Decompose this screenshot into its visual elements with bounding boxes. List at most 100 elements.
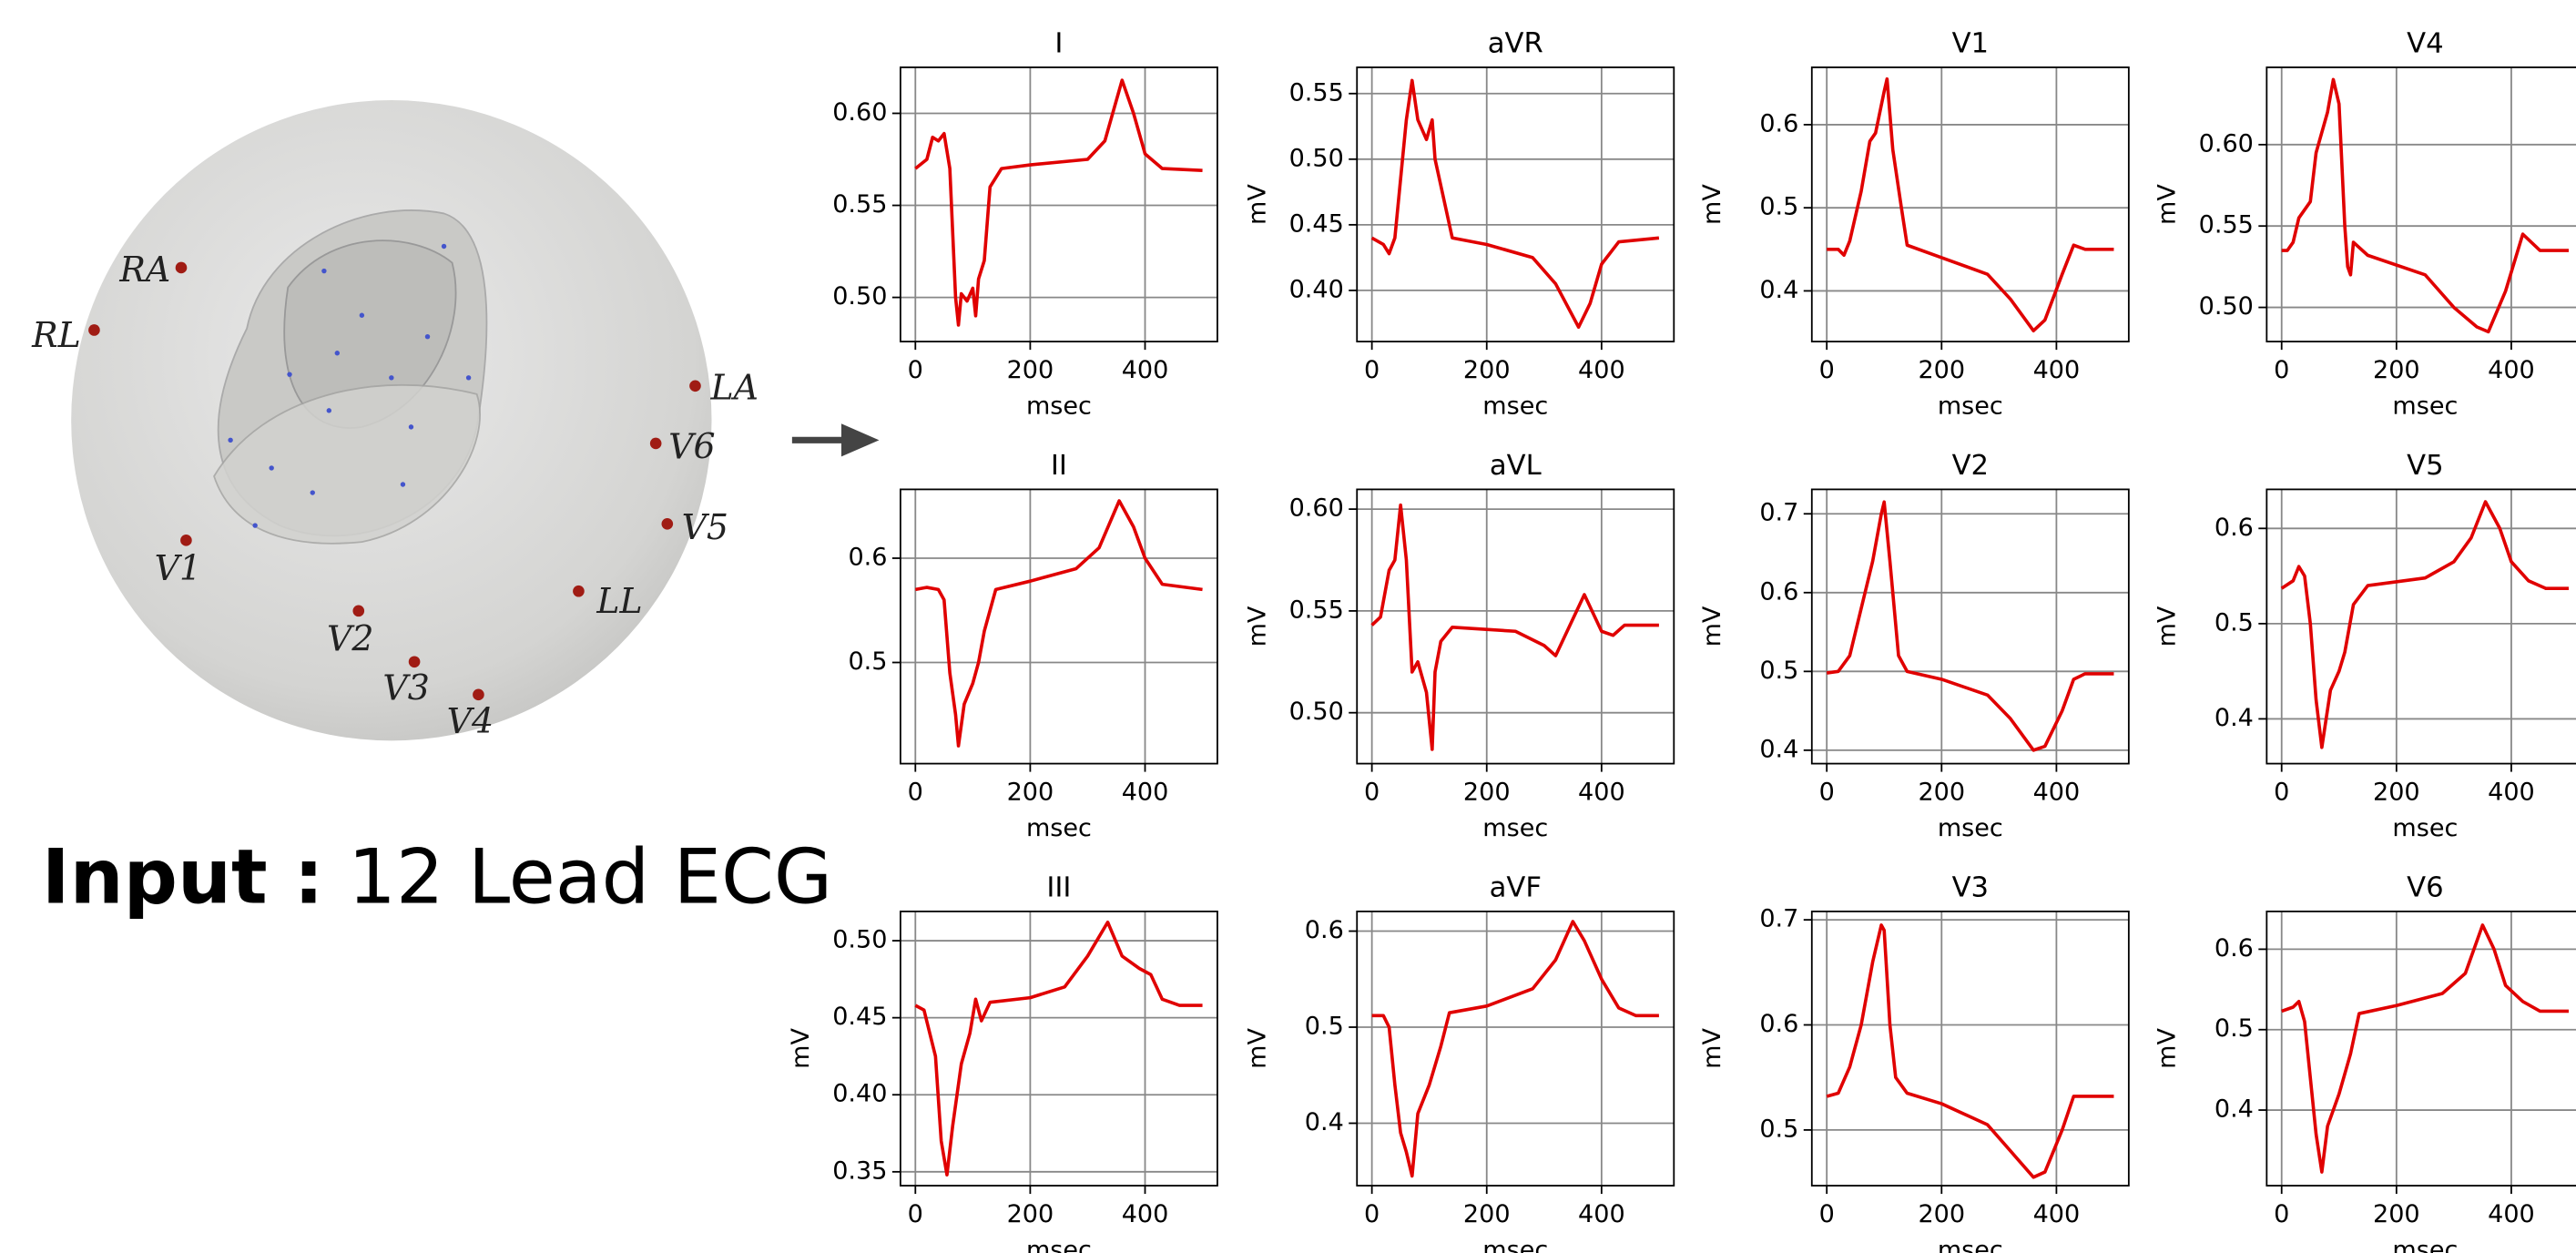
chart: 0 200 400 0.4 0.5 0.6 aVF msec mV	[1244, 872, 1675, 1253]
arrow	[791, 423, 880, 457]
x-tick-label: 200	[1007, 779, 1054, 807]
ecg-line	[1826, 500, 2114, 752]
x-tick-label: 0	[2274, 779, 2289, 807]
electrode-dot	[408, 656, 421, 668]
chart-title: V5	[2407, 450, 2443, 482]
x-tick-label: 0	[1364, 779, 1380, 807]
ecg-line	[914, 78, 1203, 327]
plot-area	[2266, 66, 2576, 342]
y-tick-label: 0.50	[832, 926, 887, 954]
heart-shape	[283, 239, 457, 429]
electrode-dot	[649, 437, 662, 450]
chart-title: aVL	[1490, 450, 1542, 482]
plot-frame	[899, 488, 1218, 765]
y-tick-label: 0.55	[832, 190, 887, 219]
chart-title: V4	[2407, 28, 2443, 60]
x-tick-label: 400	[1122, 1200, 1169, 1228]
chart-title: aVF	[1490, 872, 1542, 904]
electrode-dot	[473, 688, 484, 701]
x-tick-label: 200	[2373, 1200, 2420, 1228]
y-axis-label: mV	[787, 1028, 815, 1069]
x-axis-label: msec	[1026, 814, 1092, 842]
y-tick-label: 0.4	[1759, 735, 1798, 763]
chart: 0 200 400 0.4 0.5 0.6 0.7 V2 msec mV	[1698, 450, 2130, 842]
electrode-label: LA	[710, 368, 759, 408]
y-tick-label: 0.40	[832, 1080, 887, 1108]
x-tick-label: 400	[1578, 356, 1625, 384]
y-tick-label: 0.5	[1759, 1115, 1798, 1143]
y-tick-label: 0.45	[1289, 209, 1344, 238]
x-tick-label: 400	[2488, 356, 2535, 384]
x-axis-label: msec	[1482, 392, 1548, 421]
y-tick-label: 0.6	[1759, 1010, 1798, 1038]
y-tick-label: 0.50	[2199, 292, 2254, 321]
plot-frame	[1810, 910, 2130, 1187]
plot-frame	[1810, 66, 2130, 343]
y-tick-label: 0.5	[848, 647, 887, 676]
plot-area	[1357, 911, 1675, 1187]
chart-title: I	[1054, 28, 1063, 60]
y-tick-label: 0.6	[1305, 916, 1344, 944]
chart: 0 200 400 0.5 0.6 0.7 V3 msec mV	[1698, 872, 2130, 1253]
x-axis-label: msec	[1026, 392, 1092, 421]
x-axis-label: msec	[2392, 392, 2458, 421]
y-tick-label: 0.50	[1289, 144, 1344, 172]
y-tick-label: 0.50	[832, 282, 887, 311]
y-axis-label: mV	[1698, 1028, 1726, 1069]
chart: 0 200 400 0.35 0.40 0.45 0.50 III msec mV	[787, 872, 1218, 1253]
electrode-dot	[661, 517, 674, 530]
x-tick-label: 0	[908, 356, 923, 384]
caption: Input : 12 Lead ECG	[42, 832, 832, 921]
chart-title: V1	[1952, 28, 1989, 60]
x-tick-label: 200	[1918, 1200, 1965, 1228]
ecg-line	[1370, 503, 1659, 751]
y-tick-label: 0.5	[1305, 1013, 1344, 1041]
chart-title: aVR	[1488, 28, 1543, 60]
x-axis-label: msec	[1938, 1237, 2003, 1253]
plot-frame	[1356, 66, 1675, 343]
y-tick-label: 0.40	[1289, 275, 1344, 303]
plot-frame	[2265, 488, 2576, 765]
electrode-dot	[352, 605, 365, 617]
x-tick-label: 200	[2373, 779, 2420, 807]
y-tick-label: 0.45	[832, 1003, 887, 1031]
ecg-line	[914, 920, 1203, 1177]
y-axis-label: mV	[2153, 184, 2182, 225]
x-tick-label: 400	[2488, 779, 2535, 807]
y-tick-label: 0.5	[1759, 657, 1798, 685]
electrode-dot	[180, 535, 192, 546]
heart-points	[228, 243, 472, 528]
y-tick-label: 0.7	[1759, 905, 1798, 933]
chart: 0 200 400 0.4 0.5 0.6 V1 msec mV	[1698, 28, 2130, 421]
plot-area	[900, 66, 1217, 342]
x-tick-label: 200	[1918, 779, 1965, 807]
caption-label: Input :	[42, 832, 324, 921]
ecg-line	[1370, 78, 1660, 330]
y-tick-label: 0.50	[1289, 698, 1344, 726]
x-tick-label: 0	[1364, 1200, 1380, 1228]
plot-area	[2266, 911, 2576, 1187]
ecg-line	[2281, 77, 2569, 334]
y-tick-label: 0.60	[2199, 129, 2254, 158]
plot-frame	[899, 910, 1218, 1187]
electrode-label: V5	[682, 507, 728, 547]
electrode-dot	[689, 380, 701, 392]
y-tick-label: 0.5	[2215, 1014, 2254, 1043]
x-tick-label: 400	[2033, 1200, 2081, 1228]
ecg-line	[1371, 920, 1659, 1178]
y-tick-label: 0.4	[2215, 704, 2254, 732]
electrode-label: V3	[382, 668, 429, 708]
ecg-line	[2280, 500, 2569, 749]
x-axis-label: msec	[2392, 1237, 2458, 1253]
x-tick-label: 200	[2373, 356, 2420, 384]
plot-frame	[2265, 910, 2576, 1187]
ecg-line	[914, 499, 1203, 748]
plot-area	[900, 911, 1217, 1187]
x-tick-label: 0	[908, 1200, 923, 1228]
electrode-dot	[175, 261, 188, 274]
x-tick-label: 0	[1364, 356, 1380, 384]
x-tick-label: 400	[2488, 1200, 2535, 1228]
plot-frame	[899, 66, 1218, 343]
